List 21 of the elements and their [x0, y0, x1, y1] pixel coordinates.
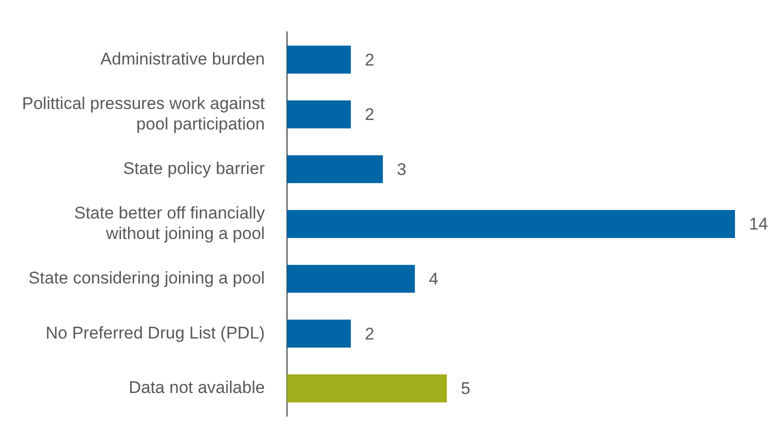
- y-tick-label: Administrative burden: [100, 49, 265, 68]
- data-label: 2: [364, 324, 374, 344]
- y-tick-label: Data not available: [128, 378, 265, 398]
- data-label: 2: [364, 105, 374, 124]
- data-label: 5: [460, 379, 470, 398]
- data-label: 2: [364, 50, 374, 70]
- y-tick-label: Polittical pressures work against pool participation: [22, 94, 266, 134]
- bar: [286, 264, 415, 293]
- bar: [286, 100, 351, 128]
- bar: [286, 155, 383, 184]
- y-tick-label: State better off financially without joining a pool: [74, 203, 266, 243]
- bar: [286, 46, 351, 74]
- y-tick-label: State considering joining a pool: [28, 268, 265, 288]
- data-label: 3: [396, 160, 406, 179]
- bar: [286, 374, 447, 402]
- y-tick-label: No Preferred Drug List (PDL): [46, 323, 265, 342]
- data-label: 14: [749, 214, 768, 234]
- bar: [286, 320, 351, 348]
- y-tick-label: State policy barrier: [123, 158, 266, 178]
- bar: [286, 210, 735, 238]
- data-label: 4: [428, 269, 438, 288]
